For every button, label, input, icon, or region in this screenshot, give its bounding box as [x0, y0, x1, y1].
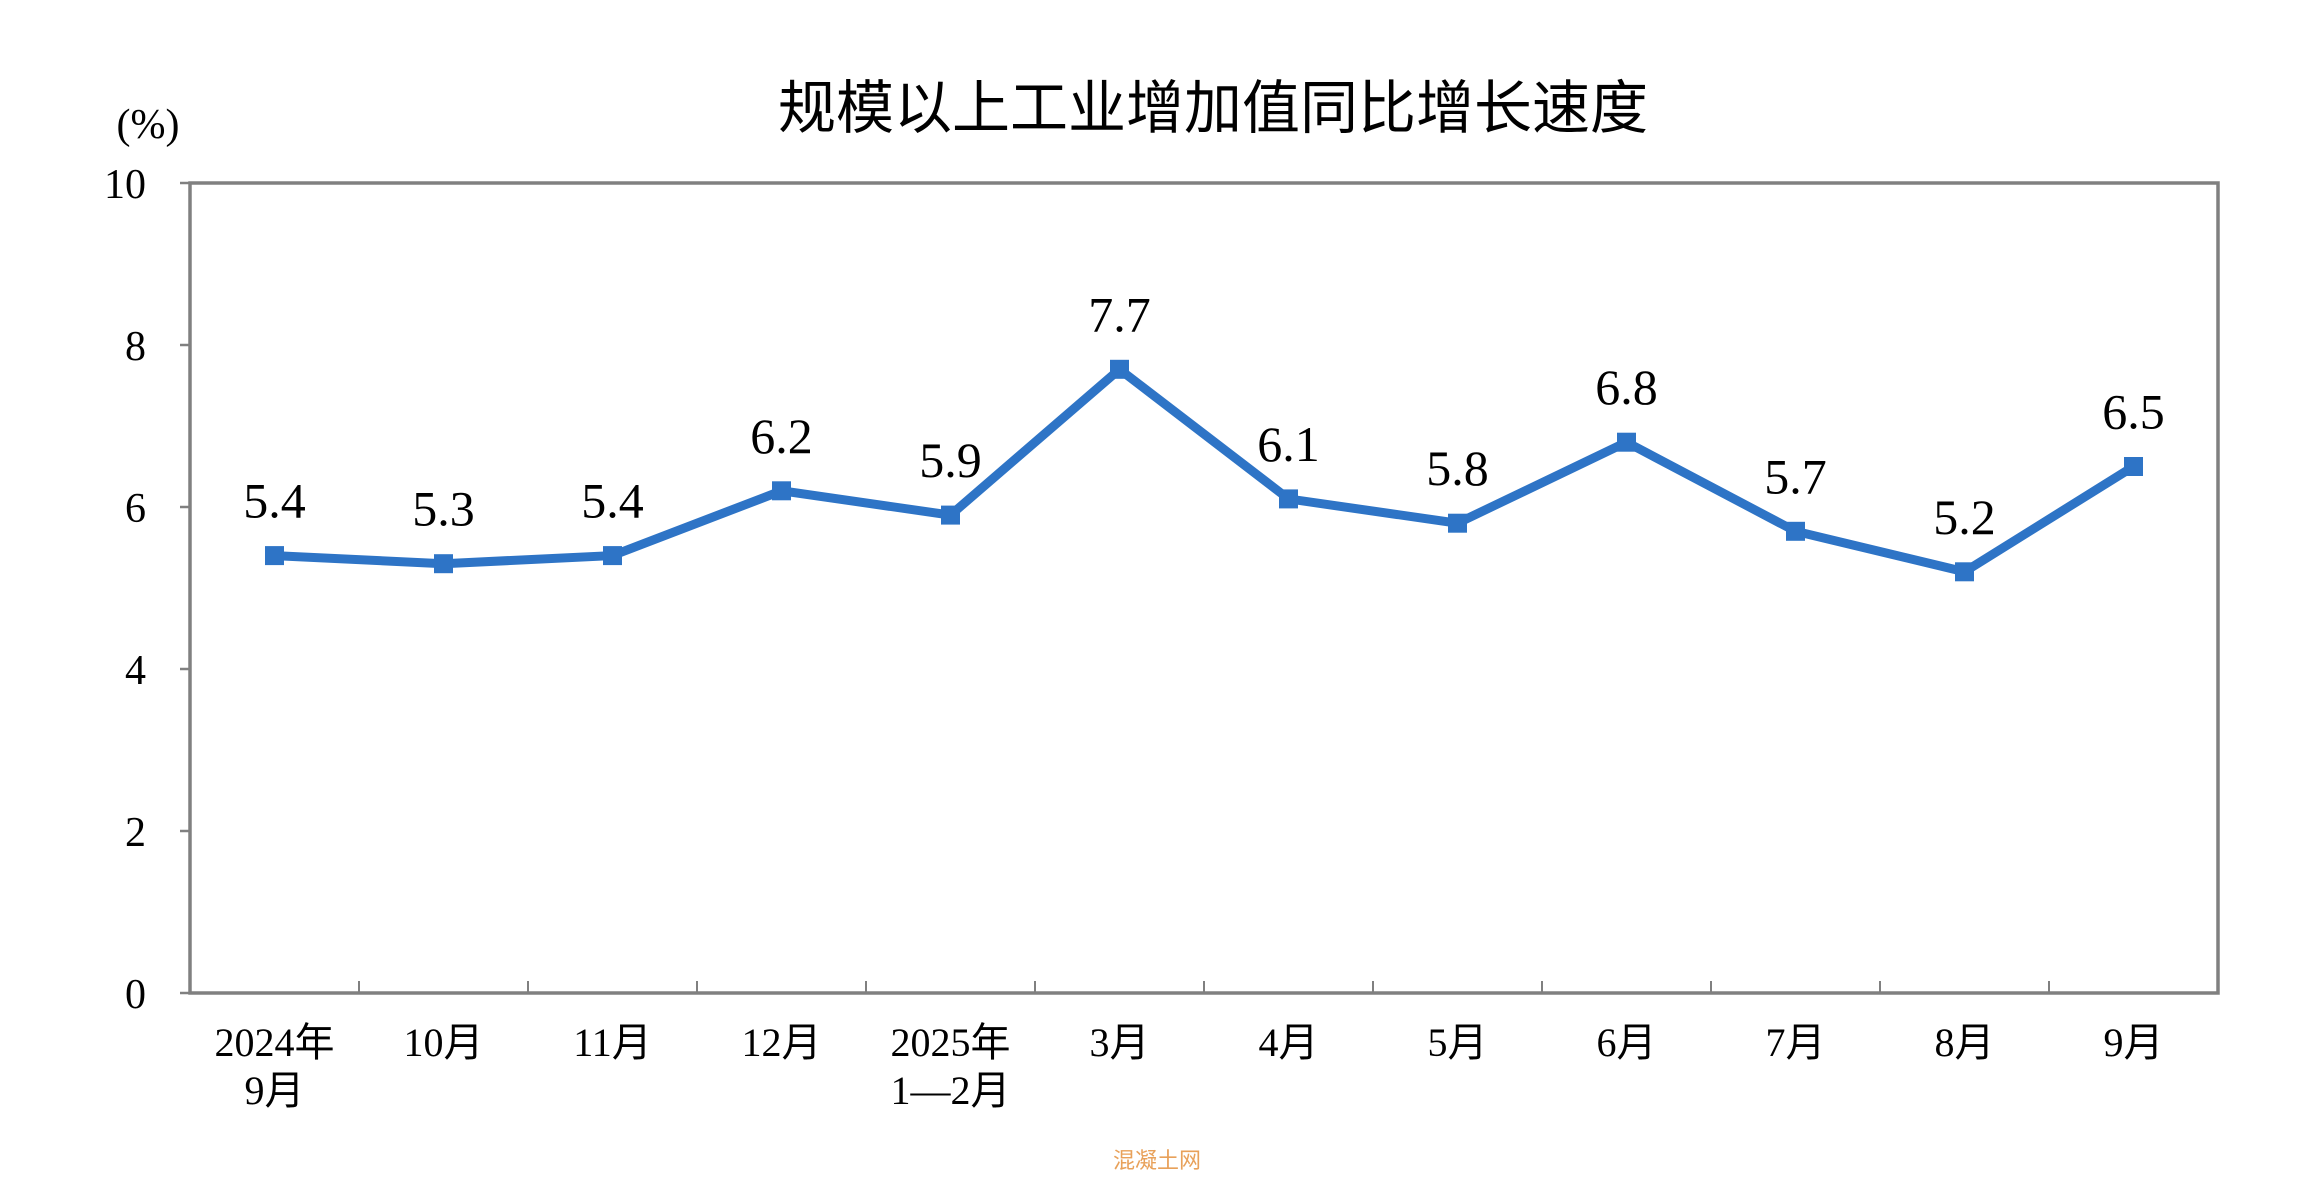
watermark: 混凝土网: [1113, 1149, 1201, 1174]
data-point-marker: [1786, 521, 1805, 541]
data-point-marker: [1279, 489, 1298, 509]
x-tick-label: 12月: [742, 1020, 822, 1065]
x-tick-label: 10月: [404, 1020, 484, 1065]
y-tick-label: 2: [125, 810, 146, 856]
x-tick-label: 5月: [1428, 1020, 1488, 1065]
data-labels: 5.4 5.3 5.4 6.2 5.9 7.7 6.1 5.8 6.8 5.7 5.2 6.5: [243, 286, 2165, 545]
x-tick-label: 1—2月: [891, 1068, 1011, 1113]
data-point-marker: [941, 505, 960, 525]
data-label: 6.1: [1257, 416, 1320, 472]
data-point-marker: [1448, 513, 1467, 533]
series-line: [274, 363, 2136, 577]
y-axis: 0 2 4 6 8 10: [104, 162, 190, 1018]
data-label: 5.8: [1426, 440, 1489, 496]
x-tick-label: 4月: [1259, 1020, 1319, 1065]
data-point-marker: [265, 546, 284, 566]
data-point-marker: [1617, 432, 1636, 452]
data-point-marker: [434, 554, 453, 574]
series-group: [265, 359, 2143, 582]
x-tick-label: 11月: [573, 1020, 652, 1065]
data-point-marker: [603, 546, 622, 566]
plot-border: [188, 181, 2220, 995]
chart-title: 规模以上工业增加值同比增长速度: [778, 74, 1648, 142]
x-tick-label: 3月: [1090, 1020, 1150, 1065]
y-tick-label: 8: [125, 324, 146, 370]
plot-area: [188, 181, 2220, 995]
data-point-marker: [1955, 562, 1974, 582]
x-tick-label: 2025年: [891, 1020, 1011, 1065]
y-tick-label: 0: [125, 972, 146, 1018]
x-tick-label: 9月: [2104, 1020, 2164, 1065]
data-label: 6.5: [2102, 384, 2165, 440]
data-label: 5.2: [1933, 489, 1996, 545]
data-label: 5.9: [919, 432, 982, 488]
y-tick-label: 4: [125, 648, 146, 694]
x-tick-label: 2024年: [215, 1020, 335, 1065]
data-label: 5.7: [1764, 448, 1827, 504]
x-tick-label: 8月: [1935, 1020, 1995, 1065]
data-label: 5.4: [243, 473, 306, 529]
data-label: 5.3: [412, 481, 475, 537]
x-tick-label: 9月: [245, 1068, 305, 1113]
data-point-marker: [2124, 457, 2143, 476]
x-tick-label: 7月: [1766, 1020, 1826, 1065]
data-label: 6.8: [1595, 359, 1658, 415]
data-label: 7.7: [1088, 286, 1151, 342]
y-axis-unit-label: (%): [117, 102, 180, 148]
data-label: 6.2: [750, 408, 813, 464]
y-tick-label: 10: [104, 162, 146, 208]
data-point-marker: [772, 481, 791, 501]
x-tick-label: 6月: [1597, 1020, 1657, 1065]
data-label: 5.4: [581, 473, 644, 529]
y-tick-label: 6: [125, 486, 146, 532]
data-point-marker: [1110, 359, 1129, 379]
